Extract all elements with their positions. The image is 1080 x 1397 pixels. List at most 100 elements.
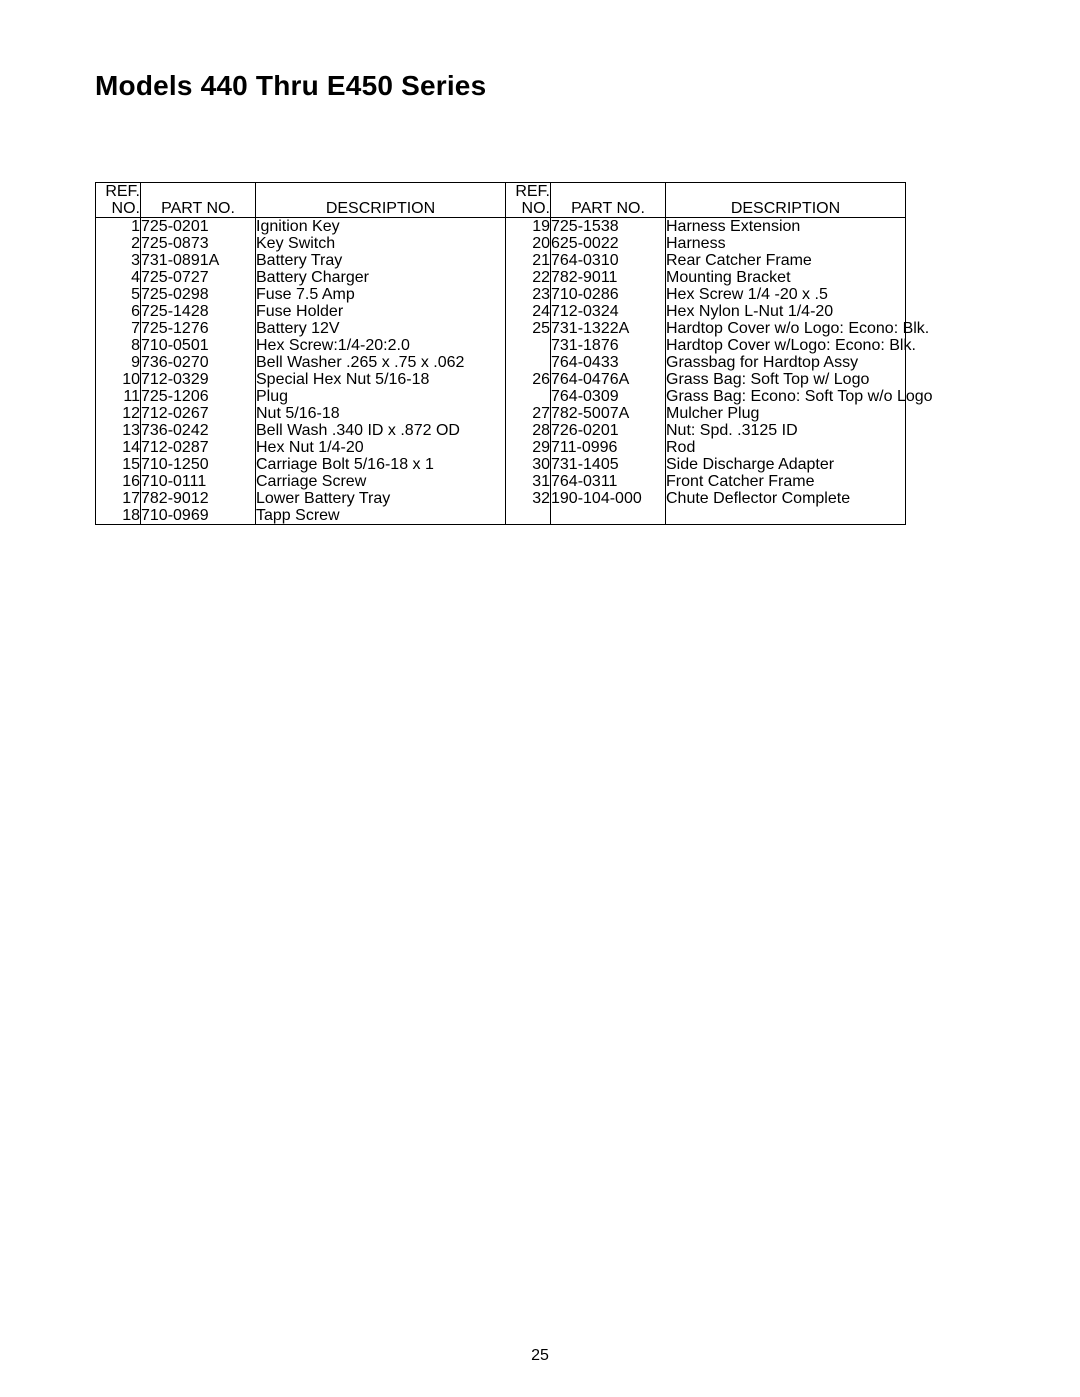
cell-ref: 25 [506, 320, 551, 337]
cell-part: 625-0022 [551, 235, 666, 252]
cell-desc: Side Discharge Adapter [666, 456, 906, 473]
header-ref-bot-left: NO. [96, 200, 141, 218]
parts-table: REF. REF. NO. PART NO. DESCRIPTION NO. P… [95, 182, 906, 525]
table-row: 14712-0287Hex Nut 1/4-2029711-0996Rod [96, 439, 906, 456]
table-row: 10712-0329Special Hex Nut 5/16-1826764-0… [96, 371, 906, 388]
cell-part: 725-1538 [551, 218, 666, 236]
cell-desc: Rear Catcher Frame [666, 252, 906, 269]
cell-part: 731-1405 [551, 456, 666, 473]
cell-part: 725-0873 [141, 235, 256, 252]
cell-ref: 9 [96, 354, 141, 371]
cell-ref: 28 [506, 422, 551, 439]
cell-desc: Nut 5/16-18 [256, 405, 506, 422]
cell-ref: 1 [96, 218, 141, 236]
table-row: 8710-0501Hex Screw:1/4-20:2.0 731-1876Har… [96, 337, 906, 354]
cell-desc: Grass Bag: Econo: Soft Top w/o Logo [666, 388, 906, 405]
cell-part: 710-0969 [141, 507, 256, 525]
cell-ref: 6 [96, 303, 141, 320]
cell-desc: Chute Deflector Complete [666, 490, 906, 507]
cell-ref [506, 354, 551, 371]
table-header: REF. REF. NO. PART NO. DESCRIPTION NO. P… [96, 183, 906, 218]
table-body: 1725-0201Ignition Key19725-1538Harness E… [96, 218, 906, 525]
table-row: 4725-0727Battery Charger22782-9011Mounti… [96, 269, 906, 286]
cell-desc: Plug [256, 388, 506, 405]
cell-ref: 30 [506, 456, 551, 473]
header-part-left: PART NO. [141, 200, 256, 218]
table-row: 17782-9012Lower Battery Tray32190-104-00… [96, 490, 906, 507]
header-desc-blank-right [666, 183, 906, 201]
cell-desc: Carriage Screw [256, 473, 506, 490]
table-row: 15710-1250Carriage Bolt 5/16-18 x 130731… [96, 456, 906, 473]
cell-desc: Hardtop Cover w/Logo: Econo: Blk. [666, 337, 906, 354]
cell-ref: 21 [506, 252, 551, 269]
cell-desc: Mulcher Plug [666, 405, 906, 422]
cell-desc: Ignition Key [256, 218, 506, 236]
cell-part: 764-0310 [551, 252, 666, 269]
cell-part: 782-5007A [551, 405, 666, 422]
cell-desc: Hex Nut 1/4-20 [256, 439, 506, 456]
cell-ref: 22 [506, 269, 551, 286]
cell-desc: Fuse 7.5 Amp [256, 286, 506, 303]
cell-desc: Battery Tray [256, 252, 506, 269]
cell-part: 710-0111 [141, 473, 256, 490]
cell-desc: Battery 12V [256, 320, 506, 337]
cell-part: 764-0311 [551, 473, 666, 490]
cell-desc: Hex Screw:1/4-20:2.0 [256, 337, 506, 354]
table-row: 12712-0267Nut 5/16-1827782-5007AMulcher … [96, 405, 906, 422]
cell-desc: Hardtop Cover w/o Logo: Econo: Blk. [666, 320, 906, 337]
cell-ref: 14 [96, 439, 141, 456]
cell-ref: 2 [96, 235, 141, 252]
page: Models 440 Thru E450 Series REF. REF. NO… [0, 0, 1080, 1397]
cell-part: 710-0501 [141, 337, 256, 354]
cell-desc: Hex Screw 1/4 -20 x .5 [666, 286, 906, 303]
cell-ref [506, 507, 551, 525]
header-desc-left: DESCRIPTION [256, 200, 506, 218]
cell-ref: 8 [96, 337, 141, 354]
cell-ref: 24 [506, 303, 551, 320]
cell-part: 782-9012 [141, 490, 256, 507]
cell-part: 712-0267 [141, 405, 256, 422]
cell-part: 731-0891A [141, 252, 256, 269]
cell-ref: 23 [506, 286, 551, 303]
cell-desc: Nut: Spd. .3125 ID [666, 422, 906, 439]
header-desc-blank-left [256, 183, 506, 201]
cell-desc: Hex Nylon L-Nut 1/4-20 [666, 303, 906, 320]
table-row: 3731-0891ABattery Tray21764-0310Rear Cat… [96, 252, 906, 269]
cell-desc: Lower Battery Tray [256, 490, 506, 507]
cell-desc [666, 507, 906, 525]
table-row: 1725-0201Ignition Key19725-1538Harness E… [96, 218, 906, 236]
cell-part: 710-0286 [551, 286, 666, 303]
cell-part: 726-0201 [551, 422, 666, 439]
cell-ref: 5 [96, 286, 141, 303]
cell-ref: 12 [96, 405, 141, 422]
cell-ref: 17 [96, 490, 141, 507]
cell-ref: 19 [506, 218, 551, 236]
cell-desc: Harness Extension [666, 218, 906, 236]
cell-ref: 27 [506, 405, 551, 422]
cell-desc: Carriage Bolt 5/16-18 x 1 [256, 456, 506, 473]
cell-ref [506, 388, 551, 405]
cell-part: 731-1876 [551, 337, 666, 354]
cell-ref: 20 [506, 235, 551, 252]
cell-part: 736-0270 [141, 354, 256, 371]
cell-part: 725-1206 [141, 388, 256, 405]
cell-part: 725-1276 [141, 320, 256, 337]
header-part-blank-right [551, 183, 666, 201]
cell-part: 712-0324 [551, 303, 666, 320]
cell-desc: Grass Bag: Soft Top w/ Logo [666, 371, 906, 388]
header-ref-bot-right: NO. [506, 200, 551, 218]
page-title: Models 440 Thru E450 Series [95, 70, 1000, 102]
cell-part: 764-0476A [551, 371, 666, 388]
cell-ref: 18 [96, 507, 141, 525]
header-part-right: PART NO. [551, 200, 666, 218]
cell-ref: 13 [96, 422, 141, 439]
cell-ref: 7 [96, 320, 141, 337]
table-row: 18710-0969Tapp Screw [96, 507, 906, 525]
cell-part: 712-0329 [141, 371, 256, 388]
header-part-blank-left [141, 183, 256, 201]
cell-ref: 11 [96, 388, 141, 405]
cell-part: 736-0242 [141, 422, 256, 439]
cell-ref [506, 337, 551, 354]
cell-desc: Battery Charger [256, 269, 506, 286]
cell-desc: Harness [666, 235, 906, 252]
